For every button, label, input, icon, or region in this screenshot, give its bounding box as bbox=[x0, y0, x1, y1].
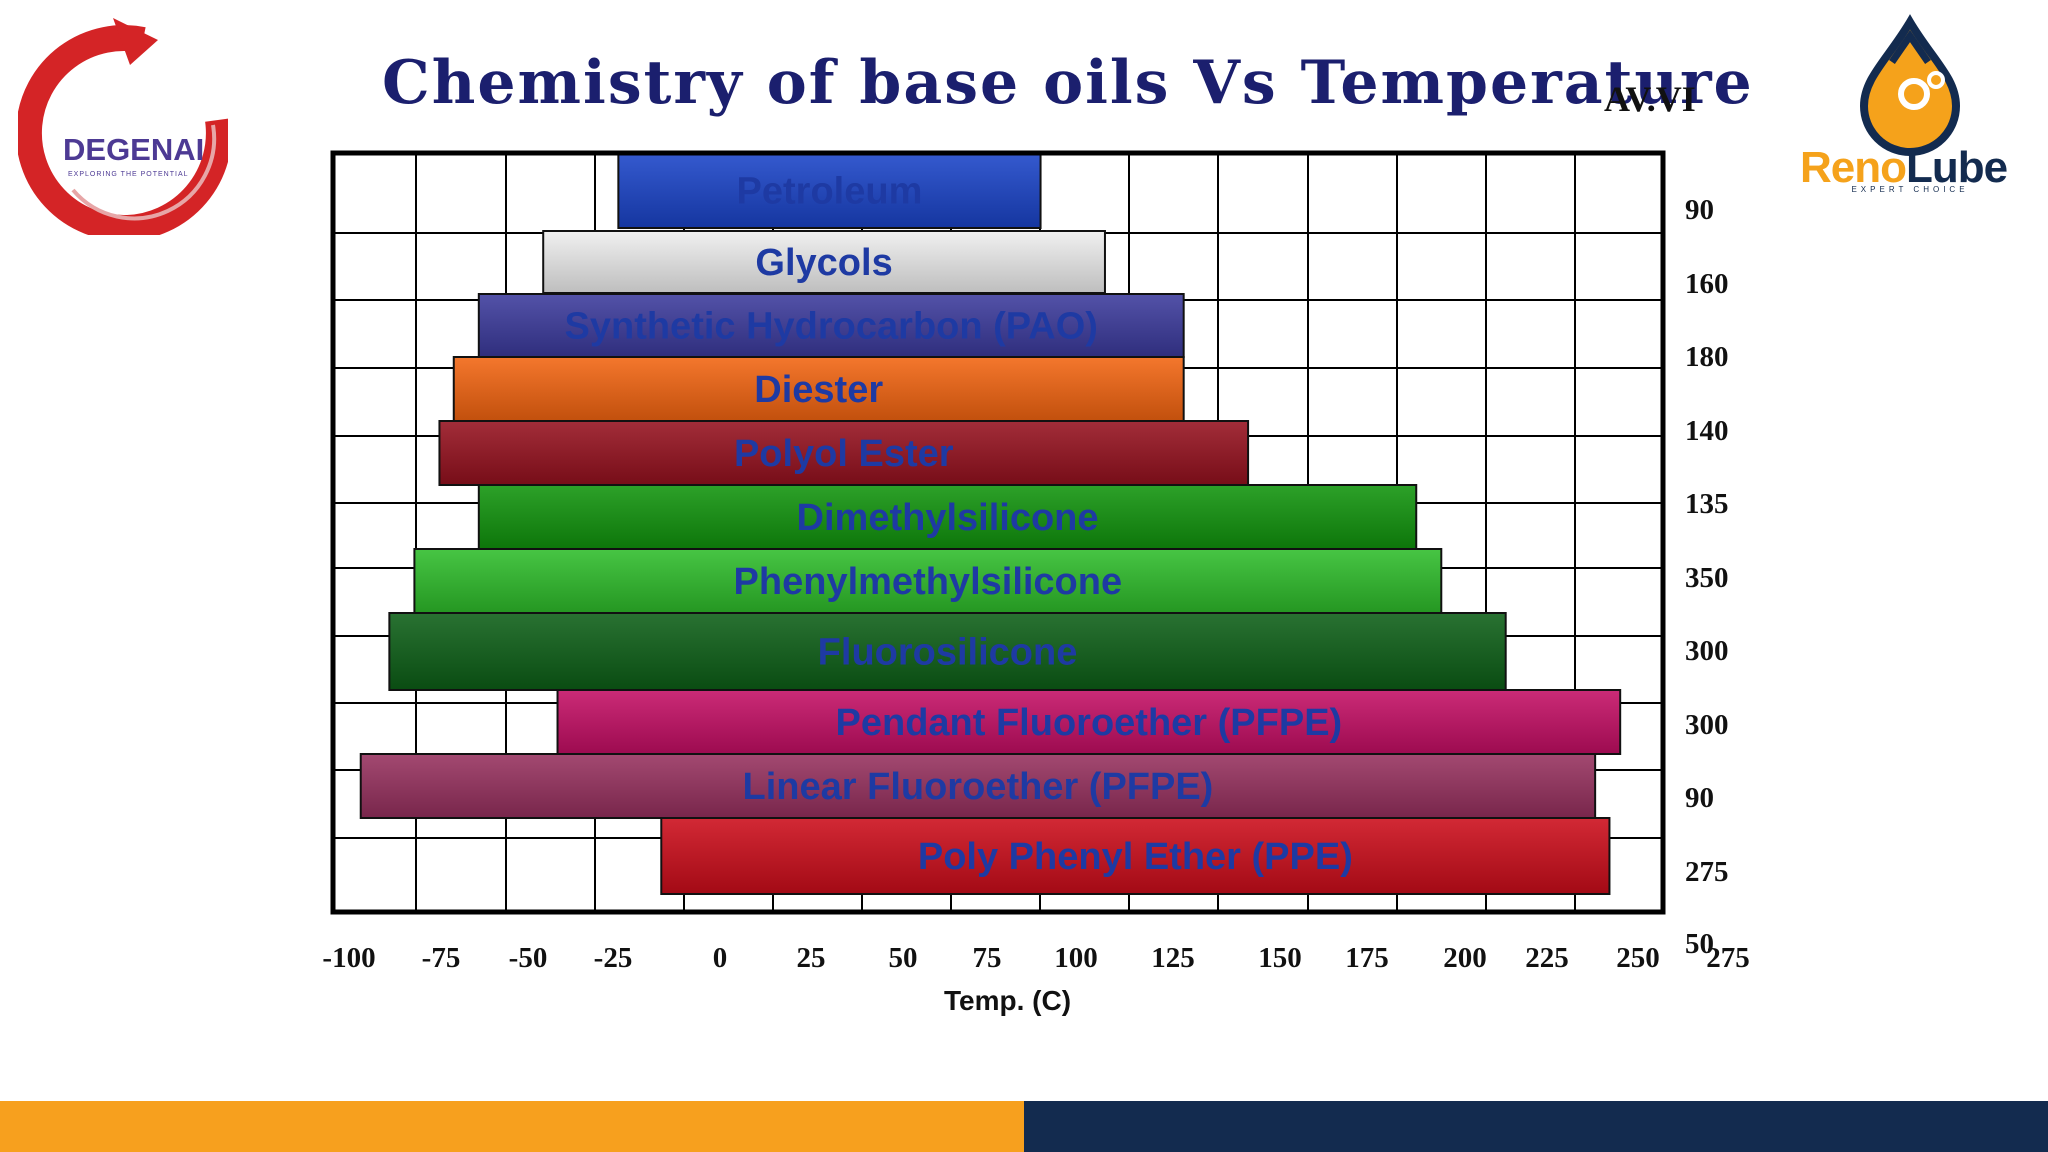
x-tick-label: 125 bbox=[1151, 942, 1195, 974]
right-value-label: 140 bbox=[1685, 415, 1729, 447]
degenai-logo-name: DEGENAI bbox=[63, 132, 204, 167]
bar-synthetic-hydrocarbon-pao bbox=[477, 293, 1185, 358]
bar-label-petroleum: Petroleum bbox=[737, 171, 923, 213]
right-value-label: 300 bbox=[1685, 635, 1729, 667]
x-tick-label: 50 bbox=[889, 942, 918, 974]
right-value-label: 160 bbox=[1685, 268, 1729, 300]
bar-phenylmethylsilicone bbox=[413, 548, 1443, 614]
x-tick-label: 25 bbox=[797, 942, 826, 974]
x-axis-label: Temp. (C) bbox=[944, 985, 1072, 1016]
renolube-logo-tagline: EXPERT CHOICE bbox=[1851, 185, 1968, 194]
degenai-logo-tagline: EXPLORING THE POTENTIAL bbox=[68, 171, 189, 178]
degenai-logo: DEGENAI EXPLORING THE POTENTIAL bbox=[18, 18, 228, 235]
right-value-label: 300 bbox=[1685, 709, 1729, 741]
bar-label-synthetic-hydrocarbon-pao: Synthetic Hydrocarbon (PAO) bbox=[565, 306, 1098, 348]
bar-polyol-ester bbox=[438, 420, 1250, 486]
x-tick-label: 225 bbox=[1525, 942, 1569, 974]
right-value-label: 90 bbox=[1685, 194, 1714, 226]
bar-diester bbox=[452, 356, 1185, 422]
gear-icon bbox=[1898, 78, 1930, 110]
bar-label-linear-fluoroether-pfpe: Linear Fluoroether (PFPE) bbox=[743, 766, 1214, 808]
x-tick-label: 0 bbox=[713, 942, 728, 974]
x-tick-label: 75 bbox=[973, 942, 1002, 974]
bar-label-diester: Diester bbox=[754, 369, 883, 411]
bar-label-glycols: Glycols bbox=[755, 242, 892, 284]
renolube-logo-reno: Reno bbox=[1800, 143, 1906, 192]
bar-label-pendant-fluoroether-pfpe: Pendant Fluoroether (PFPE) bbox=[836, 702, 1343, 744]
page-title: Chemistry of base oils Vs Temperature bbox=[382, 48, 1754, 118]
x-tick-label: -75 bbox=[422, 942, 461, 974]
bar-label-phenylmethylsilicone: Phenylmethylsilicone bbox=[734, 561, 1123, 603]
bar-pendant-fluoroether-pfpe bbox=[556, 689, 1622, 755]
right-value-label: 90 bbox=[1685, 782, 1714, 814]
x-tick-label: 250 bbox=[1616, 942, 1660, 974]
bar-glycols bbox=[542, 230, 1106, 294]
x-tick-label: 150 bbox=[1258, 942, 1302, 974]
footer-bar-orange bbox=[0, 1101, 1024, 1152]
x-tick-label: -100 bbox=[322, 942, 375, 974]
x-tick-label: -50 bbox=[509, 942, 548, 974]
bar-linear-fluoroether-pfpe bbox=[359, 753, 1597, 819]
renolube-logo: RenoLube EXPERT CHOICE bbox=[1800, 14, 2008, 194]
x-tick-label: -25 bbox=[594, 942, 633, 974]
right-value-label: 50 bbox=[1685, 928, 1714, 960]
bar-label-polyol-ester: Polyol Ester bbox=[734, 433, 954, 475]
bar-label-poly-phenyl-ether-ppe: Poly Phenyl Ether (PPE) bbox=[918, 836, 1353, 878]
slide-code: AV.VI bbox=[1604, 79, 1696, 119]
right-value-label: 135 bbox=[1685, 488, 1729, 520]
bar-petroleum bbox=[617, 152, 1042, 229]
x-tick-label: 275 bbox=[1706, 942, 1750, 974]
x-tick-label: 200 bbox=[1443, 942, 1487, 974]
renolube-logo-lube: Lube bbox=[1906, 143, 2007, 192]
svg-text:RenoLube: RenoLube bbox=[1800, 143, 2007, 192]
bar-label-dimethylsilicone: Dimethylsilicone bbox=[797, 497, 1099, 539]
bar-fluorosilicone bbox=[388, 612, 1507, 691]
right-value-label: 275 bbox=[1685, 856, 1729, 888]
x-tick-label: 100 bbox=[1054, 942, 1098, 974]
x-tick-label: 175 bbox=[1345, 942, 1389, 974]
bar-dimethylsilicone bbox=[477, 484, 1418, 550]
bar-poly-phenyl-ether-ppe bbox=[660, 817, 1611, 895]
right-value-label: 350 bbox=[1685, 562, 1729, 594]
bar-label-fluorosilicone: Fluorosilicone bbox=[818, 632, 1078, 674]
plot-frame bbox=[330, 150, 1666, 915]
footer-bar-navy bbox=[1024, 1101, 2048, 1152]
right-value-label: 180 bbox=[1685, 341, 1729, 373]
